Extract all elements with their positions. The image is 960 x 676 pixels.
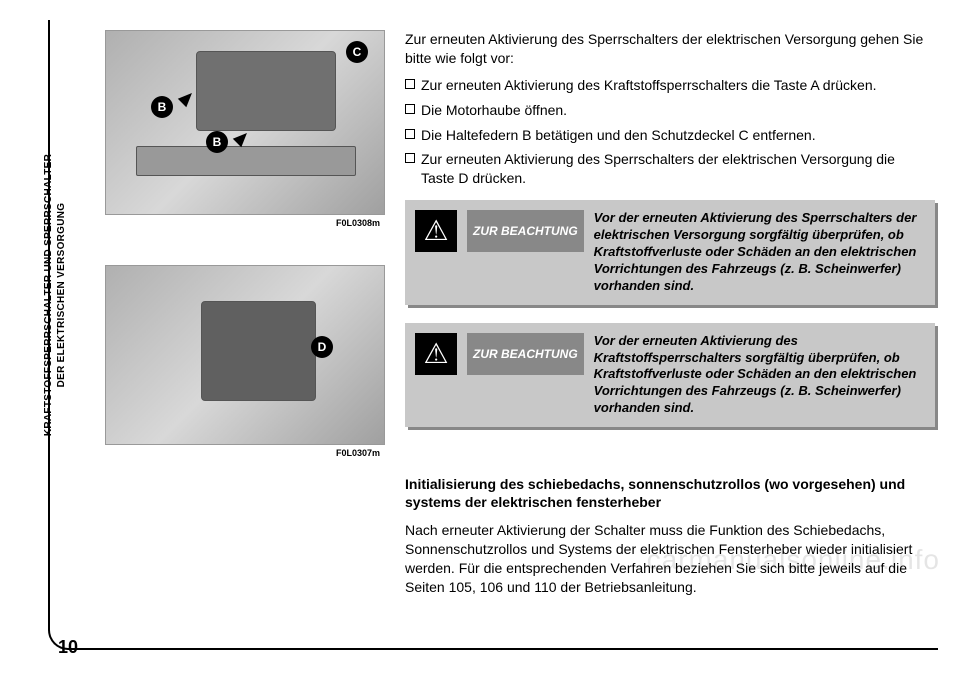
intro-text: Zur erneuten Aktivierung des Sperrschalt… bbox=[405, 30, 930, 68]
bullet-marker bbox=[405, 79, 415, 89]
engine-box-2 bbox=[201, 301, 316, 401]
bullet-text-4: Zur erneuten Aktivierung des Sperrschalt… bbox=[421, 150, 930, 188]
figure-1-content: B B C bbox=[106, 31, 384, 214]
bullet-text-3: Die Haltefedern B betätigen und den Schu… bbox=[421, 126, 930, 145]
figure-1-caption: F0L0308m bbox=[336, 218, 380, 228]
section-heading: Initialisierung des schiebedachs, sonnen… bbox=[405, 475, 930, 511]
engine-box bbox=[196, 51, 336, 131]
sidebar-line2: DER ELEKTRISCHEN VERSORGUNG bbox=[56, 203, 67, 388]
bottom-section: Initialisierung des schiebedachs, sonnen… bbox=[405, 475, 930, 597]
bullet-item-3: Die Haltefedern B betätigen und den Schu… bbox=[405, 126, 930, 145]
callout-c: C bbox=[346, 41, 368, 63]
figure-2-caption: F0L0307m bbox=[336, 448, 380, 458]
warning-box-2: ⚠ ZUR BEACHTUNG Vor der erneuten Aktivie… bbox=[405, 323, 935, 427]
arrow-b2 bbox=[233, 129, 251, 147]
callout-d: D bbox=[311, 336, 333, 358]
arrow-b1 bbox=[178, 89, 196, 107]
figure-2-content: D bbox=[106, 266, 384, 444]
sidebar-line1: KRAFTSTOFFSPERRSCHALTER UND SPERRSCHALTE… bbox=[43, 154, 54, 436]
page-number: 10 bbox=[58, 637, 78, 658]
warning-text-1: Vor der erneuten Aktivierung des Sperrsc… bbox=[594, 210, 921, 294]
sidebar-text: KRAFTSTOFFSPERRSCHALTER UND SPERRSCHALTE… bbox=[42, 154, 68, 436]
warning-label-2: ZUR BEACHTUNG bbox=[467, 333, 584, 375]
figure-1: B B C F0L0308m bbox=[105, 30, 385, 215]
warning-label-1: ZUR BEACHTUNG bbox=[467, 210, 584, 252]
bullet-text-2: Die Motorhaube öffnen. bbox=[421, 101, 930, 120]
bullet-text-1: Zur erneuten Aktivierung des Kraftstoffs… bbox=[421, 76, 930, 95]
bullet-marker bbox=[405, 153, 415, 163]
warning-triangle-icon: ⚠ bbox=[423, 217, 448, 245]
bullet-item-1: Zur erneuten Aktivierung des Kraftstoffs… bbox=[405, 76, 930, 95]
warning-icon: ⚠ bbox=[415, 210, 457, 252]
sidebar-label: KRAFTSTOFFSPERRSCHALTER UND SPERRSCHALTE… bbox=[35, 120, 75, 470]
bullet-item-2: Die Motorhaube öffnen. bbox=[405, 101, 930, 120]
bullet-item-4: Zur erneuten Aktivierung des Sperrschalt… bbox=[405, 150, 930, 188]
engine-strip bbox=[136, 146, 356, 176]
section-body: Nach erneuter Aktivierung der Schalter m… bbox=[405, 521, 930, 597]
callout-b1: B bbox=[151, 96, 173, 118]
warning-icon: ⚠ bbox=[415, 333, 457, 375]
warning-box-1: ⚠ ZUR BEACHTUNG Vor der erneuten Aktivie… bbox=[405, 200, 935, 304]
bullet-marker bbox=[405, 104, 415, 114]
figure-2: D F0L0307m bbox=[105, 265, 385, 445]
bullet-marker bbox=[405, 129, 415, 139]
warning-triangle-icon: ⚠ bbox=[423, 340, 448, 368]
warning-text-2: Vor der erneuten Aktivierung des Kraftst… bbox=[594, 333, 921, 417]
callout-b2: B bbox=[206, 131, 228, 153]
text-content: Zur erneuten Aktivierung des Sperrschalt… bbox=[405, 30, 930, 427]
